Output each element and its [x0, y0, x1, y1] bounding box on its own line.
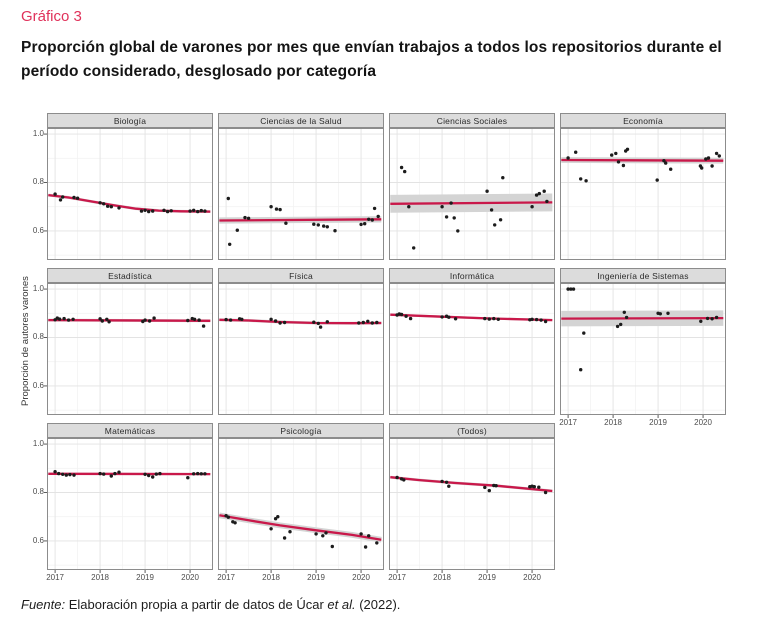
y-tick-label: 1.0: [32, 129, 44, 139]
panel-header-informatica: Informática: [389, 268, 555, 283]
panel-fisica: Física: [218, 268, 384, 415]
y-tick-label: 0.6: [32, 535, 44, 545]
panel-plot-biologia: [44, 128, 213, 260]
panel-estadistica: Estadística 1.0 0.8 0.6: [33, 268, 213, 415]
panel-ingenieria-de-sistemas: Ingeniería de Sistemas 2017 2018 2019 2020: [559, 268, 726, 427]
panel-biologia: Biología 1.0 0.8 0.6: [33, 113, 213, 260]
panel-header-matematicas: Matemáticas: [47, 423, 213, 438]
x-tick-label: 2017: [217, 573, 235, 582]
x-tick-label: 2018: [604, 418, 622, 427]
facet-grid: Biología 1.0 0.8 0.6 Ciencias de la Salud Cie…: [33, 113, 726, 582]
panel-header-ciencias-sociales: Ciencias Sociales: [389, 113, 555, 128]
panel-title: Economía: [623, 115, 663, 126]
panel-header-todos: (Todos): [389, 423, 555, 438]
panel-matematicas: Matemáticas 1.0 0.8 0.6 2017 2018 2019 2020: [33, 423, 213, 582]
panel-todos: (Todos) 2017 2018 2019 2020: [388, 423, 555, 582]
panel-header-estadistica: Estadística: [47, 268, 213, 283]
figure-title: Proporción global de varones por mes que…: [21, 39, 722, 80]
panel-title: Biología: [113, 115, 147, 126]
y-tick-label: 1.0: [32, 284, 44, 294]
source-year: (2022).: [355, 597, 401, 612]
y-tick-label: 0.8: [32, 487, 44, 497]
panel-title: Física: [289, 270, 313, 281]
source-body: Elaboración propia a partir de datos de …: [65, 597, 328, 612]
y-tick-label: 0.6: [32, 225, 44, 235]
x-tick-label: 2017: [388, 573, 406, 582]
x-tick-label: 2018: [433, 573, 451, 582]
panel-ciencias-sociales: Ciencias Sociales: [389, 113, 555, 260]
panel-title: Ciencias de la Salud: [260, 115, 342, 126]
source-note: Fuente: Elaboración propia a partir de d…: [21, 597, 400, 612]
panel-title: Psicología: [280, 425, 322, 436]
panel-plot-todos: [389, 438, 555, 573]
panel-title: (Todos): [457, 425, 487, 436]
panel-psicologia: Psicología 2017 2018 2019 2020: [217, 423, 384, 582]
y-tick-label: 0.8: [32, 332, 44, 342]
panel-header-fisica: Física: [218, 268, 384, 283]
panel-title: Matemáticas: [104, 425, 156, 436]
panel-plot-ciencias-sociales: [389, 128, 555, 260]
y-tick-label: 1.0: [32, 439, 44, 449]
panel-plot-estadistica: [44, 283, 213, 415]
x-tick-label: 2019: [649, 418, 667, 427]
figure-label: Gráfico 3: [21, 8, 82, 25]
panel-plot-fisica: [218, 283, 384, 415]
x-tick-label: 2020: [523, 573, 541, 582]
panel-title: Ingeniería de Sistemas: [597, 270, 689, 281]
panel-header-economia: Economía: [560, 113, 726, 128]
source-etal: et al.: [327, 597, 356, 612]
panel-plot-ingenieria-de-sistemas: [560, 283, 726, 418]
panel-title: Informática: [449, 270, 495, 281]
x-tick-label: 2020: [694, 418, 712, 427]
x-tick-label: 2017: [559, 418, 577, 427]
panel-plot-psicologia: [218, 438, 384, 573]
x-tick-label: 2019: [478, 573, 496, 582]
y-tick-label: 0.8: [32, 177, 44, 187]
x-tick-label: 2019: [307, 573, 325, 582]
source-prefix: Fuente:: [21, 597, 66, 612]
panel-header-psicologia: Psicología: [218, 423, 384, 438]
panel-plot-ciencias-de-la-salud: [218, 128, 384, 260]
panel-plot-informatica: [389, 283, 555, 415]
panel-plot-matematicas: [44, 438, 213, 573]
panel-header-ciencias-de-la-salud: Ciencias de la Salud: [218, 113, 384, 128]
x-tick-label: 2020: [181, 573, 199, 582]
panel-header-biologia: Biología: [47, 113, 213, 128]
panel-economia: Economía: [560, 113, 726, 260]
panel-ciencias-de-la-salud: Ciencias de la Salud: [218, 113, 384, 260]
x-tick-label: 2017: [46, 573, 64, 582]
x-tick-label: 2018: [262, 573, 280, 582]
panel-header-ingenieria-de-sistemas: Ingeniería de Sistemas: [560, 268, 726, 283]
y-tick-label: 0.6: [32, 380, 44, 390]
x-tick-label: 2018: [91, 573, 109, 582]
x-tick-label: 2019: [136, 573, 154, 582]
x-tick-label: 2020: [352, 573, 370, 582]
panel-title: Ciencias Sociales: [436, 115, 508, 126]
panel-informatica: Informática: [389, 268, 555, 415]
panel-plot-economia: [560, 128, 726, 260]
panel-title: Estadística: [108, 270, 152, 281]
